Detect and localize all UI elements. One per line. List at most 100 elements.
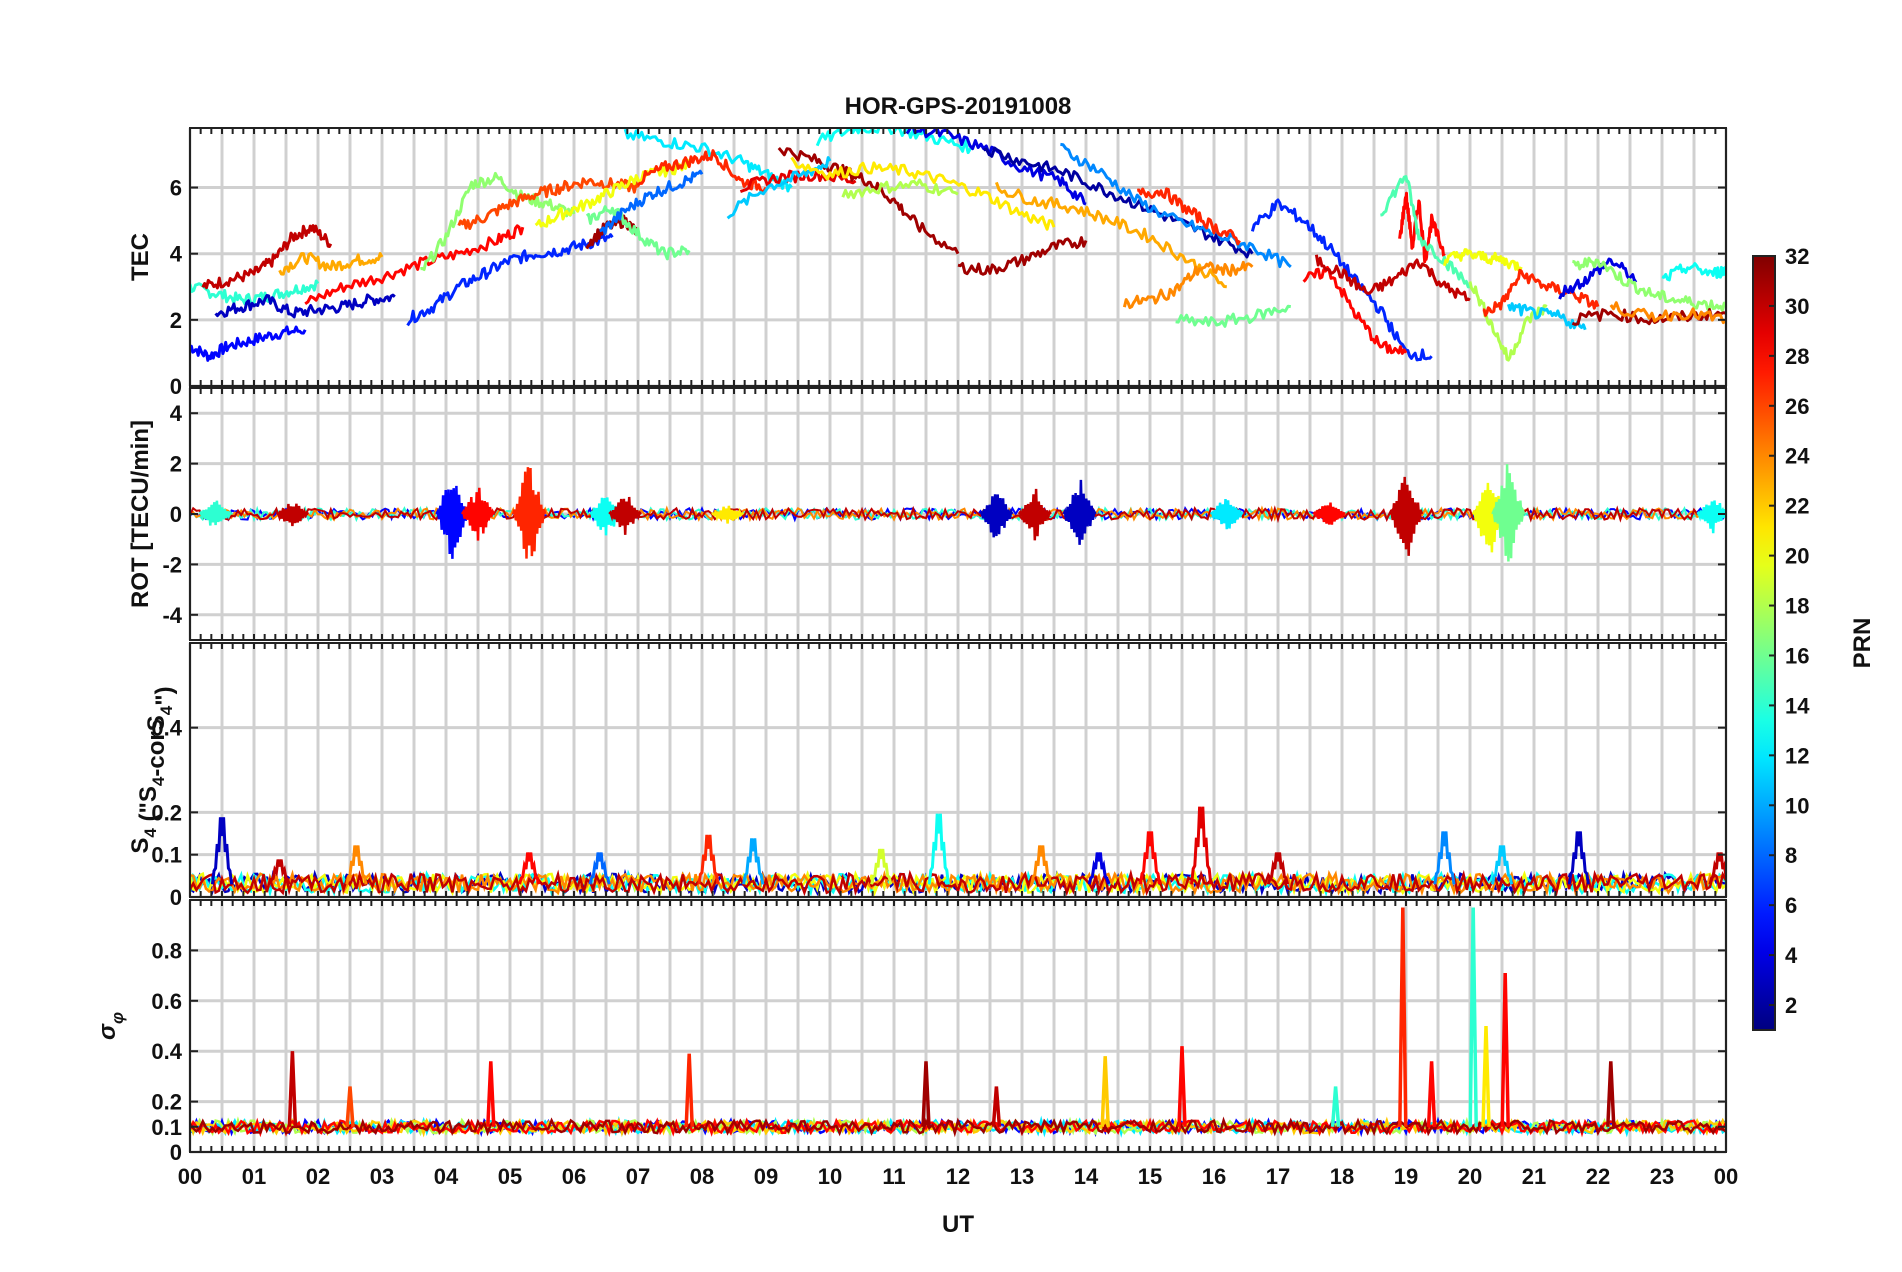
y-axis-label-tec: TEC bbox=[127, 233, 154, 281]
x-tick-label: 08 bbox=[690, 1164, 714, 1189]
panel-sigma_phi: 00.10.2 0.4 0.6 0.8 σφ bbox=[94, 899, 1728, 1165]
x-tick-label: 15 bbox=[1138, 1164, 1162, 1189]
x-tick-label: 14 bbox=[1074, 1164, 1099, 1189]
rot-burst-prn-30 bbox=[1388, 476, 1424, 556]
colorbar-tick-label: 6 bbox=[1785, 893, 1797, 918]
tec-track-prn-23 bbox=[278, 251, 384, 276]
rot-burst-prn-30 bbox=[275, 503, 310, 527]
tec-track-prn-6 bbox=[1250, 198, 1433, 362]
tec-track-prn-26 bbox=[457, 177, 640, 230]
x-tick-label: 06 bbox=[562, 1164, 586, 1189]
s4-peak-prn-24 bbox=[345, 845, 368, 885]
y-tick-label: 4 bbox=[170, 242, 183, 267]
tec-track-prn-8 bbox=[599, 169, 704, 235]
sigma-spike-prn-30 bbox=[991, 1086, 1002, 1127]
sigma-spike-prn-30 bbox=[287, 1051, 298, 1127]
tec-track-prn-21 bbox=[790, 156, 1056, 231]
y-axis-label-s4: S4 ("S4-corS4") bbox=[127, 686, 178, 853]
s4-peak-prn-4 bbox=[1087, 852, 1110, 885]
x-axis-label: UT bbox=[942, 1211, 974, 1238]
tec-track-prn-11 bbox=[1506, 302, 1587, 331]
sigma-spike-prn-28 bbox=[1177, 1046, 1187, 1127]
y-tick-label: 0.4 bbox=[151, 1039, 182, 1064]
x-tick-label: 04 bbox=[434, 1164, 459, 1189]
y-tick-label: 4 bbox=[170, 401, 183, 426]
sigma-spike-prn-26 bbox=[345, 1086, 355, 1127]
sigma-spike-prn-28 bbox=[1426, 1061, 1437, 1127]
y-axis-label-sigma_phi: σφ bbox=[94, 1012, 127, 1040]
panel-rot: -4 -2 0 2 4 ROT [TECU/min] bbox=[127, 387, 1728, 641]
tec-track-prn-13 bbox=[1661, 262, 1726, 282]
colorbar-tick-label: 2 bbox=[1785, 993, 1797, 1018]
sigma-spike-prn-31 bbox=[921, 1061, 931, 1127]
colorbar-tick-label: 26 bbox=[1785, 394, 1809, 419]
x-tick-label: 00 bbox=[178, 1164, 202, 1189]
tec-track-prn-9 bbox=[1060, 142, 1292, 269]
tec-track-prn-27 bbox=[1137, 187, 1241, 246]
sigma-baseline-prn-31 bbox=[190, 1116, 1726, 1138]
colorbar-tick-label: 10 bbox=[1785, 793, 1809, 818]
sigma-spike-prn-27 bbox=[1398, 907, 1408, 1127]
colorbar-tick-label: 8 bbox=[1785, 843, 1797, 868]
x-tick-label: 12 bbox=[946, 1164, 970, 1189]
tec-track-prn-16 bbox=[1175, 304, 1292, 328]
tec-track-prn-28 bbox=[1302, 265, 1408, 355]
y-tick-label: 2 bbox=[170, 308, 182, 333]
s4-peak-prn-28 bbox=[1138, 831, 1162, 885]
s4-peak-prn-10 bbox=[742, 838, 765, 885]
rot-burst-prn-30 bbox=[1017, 488, 1052, 541]
x-tick-label: 13 bbox=[1010, 1164, 1034, 1189]
tec-track-prn-27 bbox=[1482, 268, 1600, 317]
x-tick-label: 20 bbox=[1458, 1164, 1482, 1189]
tec-track-prn-16 bbox=[585, 205, 691, 261]
tec-track-prn-17 bbox=[1572, 256, 1726, 312]
tec-track-prn-14 bbox=[190, 279, 320, 306]
colorbar-tick-label: 14 bbox=[1785, 693, 1810, 718]
tec-track-prn-31 bbox=[957, 236, 1088, 276]
tec-track-prn-24 bbox=[1609, 301, 1726, 325]
sigma-spike-prn-27 bbox=[684, 1053, 694, 1127]
s4-peak-prn-3 bbox=[1567, 831, 1590, 885]
tec-track-prn-28 bbox=[304, 224, 525, 306]
tec-track-prn-15 bbox=[1380, 175, 1471, 289]
tec-track-prn-27 bbox=[636, 149, 768, 194]
rot-burst-prn-14 bbox=[198, 500, 233, 526]
tec-track-prn-31 bbox=[1571, 308, 1726, 326]
tec-track-prn-3 bbox=[214, 293, 396, 319]
x-tick-label: 23 bbox=[1650, 1164, 1674, 1189]
rot-burst-prn-5 bbox=[435, 485, 470, 559]
rot-burst-prn-16 bbox=[1491, 464, 1526, 562]
rot-burst-prn-27 bbox=[512, 467, 547, 559]
tec-track-prn-4 bbox=[905, 128, 1087, 206]
tec-track-prn-31 bbox=[777, 147, 960, 255]
x-tick-label: 18 bbox=[1330, 1164, 1354, 1189]
s4-peak-prn-29 bbox=[1190, 806, 1213, 885]
x-tick-label: 01 bbox=[242, 1164, 266, 1189]
s4-peak-prn-11 bbox=[1490, 845, 1514, 885]
rot-burst-prn-3 bbox=[979, 494, 1014, 538]
sigma-spike-prn-28 bbox=[1500, 973, 1510, 1127]
tec-track-prn-31 bbox=[585, 214, 640, 250]
x-tick-label: 00 bbox=[1714, 1164, 1738, 1189]
series-group bbox=[190, 464, 1726, 562]
sigma-spike-prn-14 bbox=[1330, 1086, 1341, 1127]
tec-track-prn-30 bbox=[201, 224, 333, 290]
x-tick-label: 07 bbox=[626, 1164, 650, 1189]
tec-track-prn-5 bbox=[190, 325, 307, 362]
y-tick-label: 0.4 bbox=[151, 716, 182, 741]
y-tick-label: 0 bbox=[170, 502, 182, 527]
panel-frame bbox=[189, 642, 1727, 898]
series-group bbox=[190, 806, 1726, 897]
rot-burst-prn-28 bbox=[460, 487, 496, 541]
s4-peak-prn-8 bbox=[588, 852, 611, 885]
colorbar-tick-label: 30 bbox=[1785, 294, 1809, 319]
rot-burst-prn-30 bbox=[608, 496, 643, 535]
s4-peak-prn-19 bbox=[870, 848, 893, 885]
colorbar-label: PRN bbox=[1849, 618, 1876, 669]
tec-track-prn-24 bbox=[1122, 260, 1254, 310]
s4-peak-prn-30 bbox=[268, 859, 291, 885]
s4-peak-prn-30 bbox=[1266, 852, 1290, 885]
tec-track-prn-4 bbox=[1558, 257, 1638, 300]
